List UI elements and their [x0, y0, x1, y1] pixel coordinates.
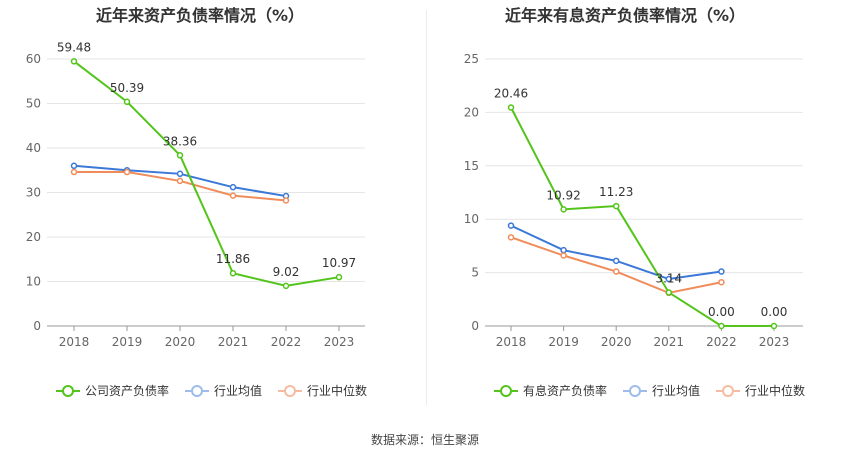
right-data-label: 20.46 — [494, 86, 528, 100]
chart-left: 近年来资产负债率情况（%） 0 10 20 30 40 50 60 2018 2019 2020 2… — [0, 0, 425, 420]
right-data-label: 10.92 — [546, 188, 580, 202]
left-data-point-2 — [282, 197, 290, 204]
right-data-point-0 — [770, 322, 778, 330]
right-data-point-2 — [560, 252, 567, 259]
left-data-label: 9.02 — [273, 265, 300, 279]
left-data-point-2 — [176, 177, 184, 185]
right-series-line-2 — [510, 236, 722, 294]
left-y-tick-label: 30 — [26, 186, 41, 200]
right-x-tick-label: 2018 — [496, 335, 527, 349]
left-y-tick-label: 10 — [26, 275, 41, 289]
right-legend-swatch-marker — [722, 385, 734, 397]
right-data-point-2 — [612, 268, 620, 275]
data-source-label: 数据来源：恒生聚源 — [370, 433, 479, 447]
chart-title-left: 近年来资产负债率情况（%） — [95, 6, 305, 25]
right-data-point-0 — [665, 289, 673, 296]
left-data-label: 11.86 — [216, 252, 250, 266]
left-data-point-0 — [176, 152, 184, 159]
left-data-point-1 — [229, 183, 237, 191]
left-data-point-1 — [70, 162, 78, 170]
left-legend-label: 行业均值 — [214, 383, 262, 398]
right-legend-label: 有息资产负债率 — [523, 383, 607, 398]
right-y-tick-label: 25 — [464, 52, 479, 66]
right-legend-swatch-marker — [500, 385, 512, 397]
right-data-point-0 — [612, 202, 620, 210]
left-y-tick-label: 60 — [26, 52, 41, 66]
chart-right: 近年来有息资产负债率情况（%） 0 5 10 15 20 25 2018 2019 2020 20… — [425, 0, 850, 420]
right-data-point-1 — [612, 257, 620, 265]
left-data-label: 10.97 — [322, 256, 356, 270]
right-data-label: 0.00 — [708, 305, 735, 319]
left-legend-swatch-marker — [191, 385, 203, 397]
right-y-tick-label: 5 — [471, 266, 479, 280]
left-legend-label: 公司资产负债率 — [85, 383, 169, 398]
right-x-tick-label: 2022 — [706, 335, 737, 349]
left-data-label: 50.39 — [110, 81, 144, 95]
right-legend-label: 行业均值 — [652, 383, 700, 398]
left-x-tick-label: 2022 — [271, 335, 302, 349]
right-series-line-0 — [510, 107, 774, 327]
chart-right-svg: 0 5 10 15 20 25 2018 2019 2020 2021 2022 2023 20.46 1… — [464, 52, 805, 398]
left-data-point-0 — [282, 282, 290, 290]
right-data-point-0 — [718, 322, 725, 330]
left-data-point-0 — [70, 58, 78, 65]
chart-left-svg: 0 10 20 30 40 50 60 2018 2019 2020 2021 2022 2023 59.… — [26, 40, 367, 398]
left-data-point-0 — [335, 273, 343, 281]
left-data-point-0 — [229, 269, 237, 277]
left-series-line-0 — [73, 60, 340, 287]
right-legend-swatch-marker — [629, 385, 641, 397]
left-data-point-2 — [229, 192, 237, 199]
right-data-label: 11.23 — [599, 185, 633, 199]
right-data-label: 0.00 — [761, 305, 788, 319]
left-data-point-2 — [70, 168, 78, 176]
left-data-point-2 — [123, 168, 131, 176]
right-data-point-1 — [718, 268, 725, 275]
left-data-point-0 — [123, 98, 131, 106]
left-data-label: 59.48 — [57, 40, 91, 54]
right-x-tick-label: 2021 — [654, 335, 685, 349]
left-legend-swatch-marker — [284, 385, 296, 397]
panel-divider — [426, 10, 427, 405]
right-data-label: 3.14 — [655, 271, 682, 285]
right-data-point-1 — [560, 246, 567, 254]
chart-title-right: 近年来有息资产负债率情况（%） — [504, 6, 746, 25]
left-legend-swatch-marker — [62, 385, 74, 397]
left-data-label: 38.36 — [163, 134, 197, 148]
left-x-tick-label: 2020 — [165, 335, 196, 349]
left-y-tick-label: 20 — [26, 230, 41, 244]
right-data-point-1 — [665, 275, 673, 283]
right-data-point-0 — [560, 206, 567, 213]
left-legend-label: 行业中位数 — [307, 383, 367, 398]
left-x-tick-label: 2023 — [324, 335, 355, 349]
right-x-tick-label: 2019 — [548, 335, 579, 349]
right-data-point-2 — [718, 278, 725, 286]
left-data-point-1 — [176, 170, 184, 178]
right-x-tick-label: 2020 — [601, 335, 632, 349]
right-y-tick-label: 10 — [464, 212, 479, 226]
right-data-point-2 — [507, 234, 515, 241]
right-data-point-0 — [507, 104, 515, 111]
left-y-tick-label: 40 — [26, 141, 41, 155]
left-x-tick-label: 2018 — [59, 335, 90, 349]
left-x-tick-label: 2019 — [112, 335, 143, 349]
left-y-tick-label: 0 — [33, 319, 41, 333]
right-legend-label: 行业中位数 — [745, 383, 805, 398]
left-y-tick-label: 50 — [26, 97, 41, 111]
right-data-point-1 — [507, 222, 515, 229]
right-y-tick-label: 0 — [471, 319, 479, 333]
right-y-tick-label: 20 — [464, 105, 479, 119]
right-x-tick-label: 2023 — [759, 335, 790, 349]
left-x-tick-label: 2021 — [218, 335, 249, 349]
right-y-tick-label: 15 — [464, 159, 479, 173]
